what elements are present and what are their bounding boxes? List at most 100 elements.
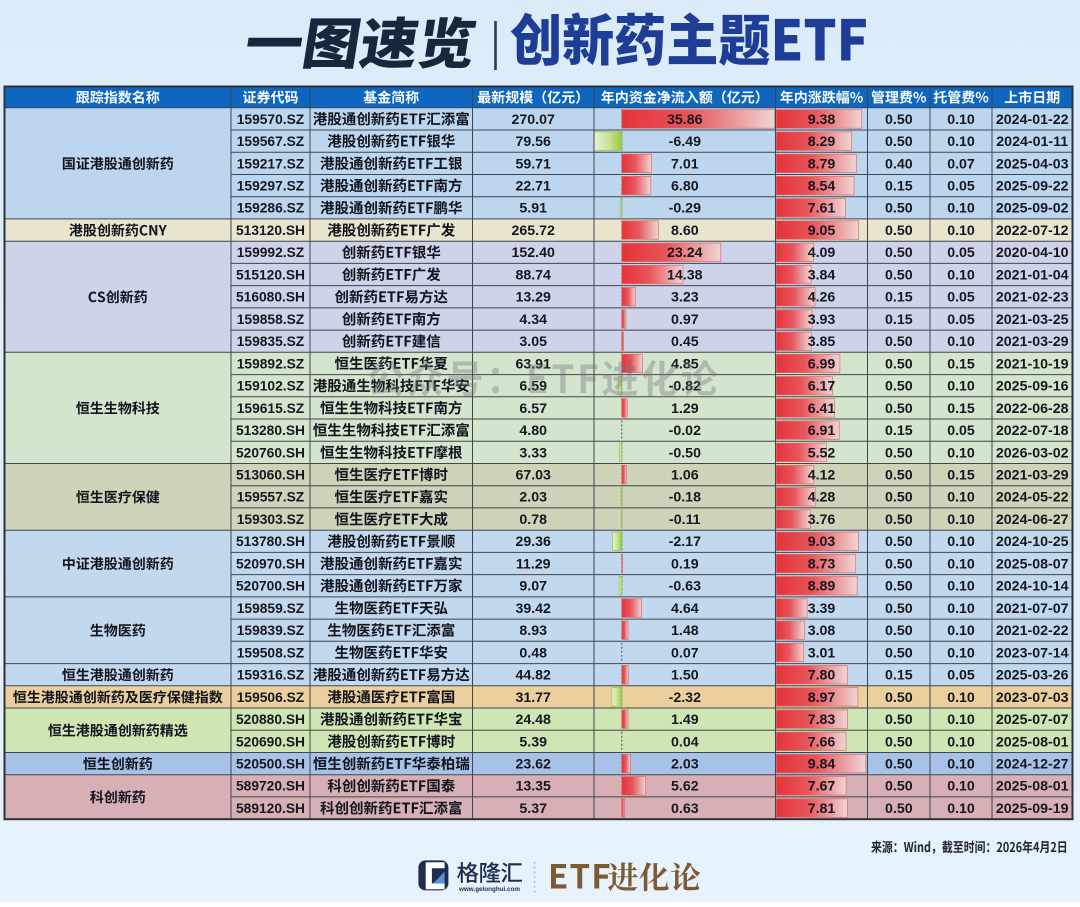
svg-text:0.15: 0.15 [885, 312, 913, 328]
svg-text:2022-07-18: 2022-07-18 [996, 423, 1069, 439]
svg-text:5.91: 5.91 [519, 201, 547, 217]
svg-text:4.09: 4.09 [808, 245, 836, 261]
svg-text:159508.SZ: 159508.SZ [237, 645, 305, 660]
svg-text:9.07: 9.07 [519, 579, 547, 595]
svg-text:0.10: 0.10 [947, 757, 975, 773]
svg-text:0.50: 0.50 [885, 401, 913, 417]
svg-text:3.39: 3.39 [808, 601, 836, 617]
svg-text:2021-03-25: 2021-03-25 [996, 312, 1069, 328]
svg-text:0.10: 0.10 [947, 645, 975, 661]
svg-text:0.10: 0.10 [947, 579, 975, 595]
svg-text:0.10: 0.10 [947, 690, 975, 706]
svg-text:2022-06-28: 2022-06-28 [996, 401, 1069, 417]
svg-text:0.50: 0.50 [885, 645, 913, 661]
svg-text:1.50: 1.50 [671, 668, 699, 684]
svg-text:2024-12-27: 2024-12-27 [996, 757, 1069, 773]
svg-text:0.50: 0.50 [885, 534, 913, 550]
svg-text:14.38: 14.38 [667, 267, 703, 283]
svg-text:13.29: 13.29 [515, 290, 551, 306]
svg-text:8.89: 8.89 [808, 579, 836, 595]
svg-text:159286.SZ: 159286.SZ [237, 201, 305, 216]
svg-text:7.61: 7.61 [808, 201, 836, 217]
svg-text:270.07: 270.07 [511, 112, 555, 128]
svg-text:2021-03-29: 2021-03-29 [996, 468, 1069, 484]
svg-text:0.50: 0.50 [885, 712, 913, 728]
svg-text:589120.SH: 589120.SH [236, 801, 305, 816]
svg-text:159839.SZ: 159839.SZ [237, 623, 305, 638]
svg-text:5.37: 5.37 [519, 801, 547, 817]
svg-text:2022-07-12: 2022-07-12 [996, 223, 1069, 239]
svg-text:2024-01-22: 2024-01-22 [996, 112, 1069, 128]
svg-text:513060.SH: 513060.SH [236, 468, 305, 483]
svg-text:0.10: 0.10 [947, 334, 975, 350]
svg-text:0.50: 0.50 [885, 134, 913, 150]
svg-text:1.48: 1.48 [671, 623, 699, 639]
svg-text:6.80: 6.80 [671, 179, 699, 195]
svg-text:23.62: 23.62 [515, 757, 551, 773]
svg-text:4.26: 4.26 [808, 290, 836, 306]
svg-text:0.10: 0.10 [947, 112, 975, 128]
svg-text:2025-09-19: 2025-09-19 [996, 801, 1069, 817]
svg-text:9.03: 9.03 [808, 534, 836, 550]
svg-text:8.79: 8.79 [808, 156, 836, 172]
svg-text:0.50: 0.50 [885, 334, 913, 350]
svg-text:0.45: 0.45 [671, 334, 699, 350]
svg-text:0.05: 0.05 [947, 179, 975, 195]
svg-text:4.80: 4.80 [519, 423, 547, 439]
svg-text:0.50: 0.50 [885, 201, 913, 217]
svg-text:0.10: 0.10 [947, 556, 975, 572]
svg-text:5.52: 5.52 [808, 445, 836, 461]
svg-text:159506.SZ: 159506.SZ [237, 690, 305, 705]
svg-text:7.81: 7.81 [808, 801, 836, 817]
svg-text:6.17: 6.17 [808, 379, 836, 395]
svg-text:2025-09-16: 2025-09-16 [996, 379, 1069, 395]
svg-text:35.86: 35.86 [667, 112, 703, 128]
svg-text:520690.SH: 520690.SH [236, 734, 305, 749]
svg-text:0.15: 0.15 [947, 356, 975, 372]
svg-text:2021-10-19: 2021-10-19 [996, 356, 1069, 372]
svg-text:159859.SZ: 159859.SZ [237, 601, 305, 616]
svg-text:0.07: 0.07 [947, 156, 975, 172]
svg-text:5.39: 5.39 [519, 734, 547, 750]
svg-text:2024-10-25: 2024-10-25 [996, 534, 1069, 550]
svg-text:6.99: 6.99 [808, 356, 836, 372]
svg-text:0.50: 0.50 [885, 512, 913, 528]
svg-text:13.35: 13.35 [515, 779, 551, 795]
svg-text:3.01: 3.01 [808, 645, 836, 661]
svg-text:6.57: 6.57 [519, 401, 547, 417]
svg-text:159557.SZ: 159557.SZ [237, 490, 305, 505]
svg-text:0.15: 0.15 [885, 668, 913, 684]
svg-text:24.48: 24.48 [515, 712, 551, 728]
svg-text:7.01: 7.01 [671, 156, 699, 172]
svg-text:513280.SH: 513280.SH [236, 423, 305, 438]
svg-text:7.67: 7.67 [808, 779, 836, 795]
svg-text:0.10: 0.10 [947, 201, 975, 217]
svg-text:2025-09-02: 2025-09-02 [996, 201, 1069, 217]
svg-text:152.40: 152.40 [511, 245, 555, 261]
svg-text:0.10: 0.10 [947, 779, 975, 795]
svg-text:22.71: 22.71 [515, 179, 551, 195]
svg-text:513120.SH: 513120.SH [236, 223, 305, 238]
svg-text:2025-09-22: 2025-09-22 [996, 179, 1069, 195]
svg-text:79.56: 79.56 [515, 134, 551, 150]
svg-text:3.33: 3.33 [519, 445, 547, 461]
svg-text:-2.17: -2.17 [669, 534, 701, 550]
svg-text:520880.SH: 520880.SH [236, 712, 305, 727]
svg-text:0.05: 0.05 [947, 312, 975, 328]
svg-text:2025-08-01: 2025-08-01 [996, 734, 1069, 750]
svg-text:0.10: 0.10 [947, 734, 975, 750]
svg-text:3.05: 3.05 [519, 334, 547, 350]
svg-text:265.72: 265.72 [511, 223, 555, 239]
svg-text:2021-01-04: 2021-01-04 [996, 267, 1069, 283]
svg-text:7.66: 7.66 [808, 734, 836, 750]
svg-text:159102.SZ: 159102.SZ [237, 379, 305, 394]
svg-text:0.10: 0.10 [947, 712, 975, 728]
svg-text:0.50: 0.50 [885, 690, 913, 706]
svg-text:0.05: 0.05 [947, 423, 975, 439]
svg-text:-0.29: -0.29 [669, 201, 701, 217]
svg-text:3.93: 3.93 [808, 312, 836, 328]
svg-text:159297.SZ: 159297.SZ [237, 179, 305, 194]
svg-text:0.19: 0.19 [671, 556, 699, 572]
svg-text:2021-07-07: 2021-07-07 [996, 601, 1069, 617]
svg-text:0.10: 0.10 [947, 601, 975, 617]
